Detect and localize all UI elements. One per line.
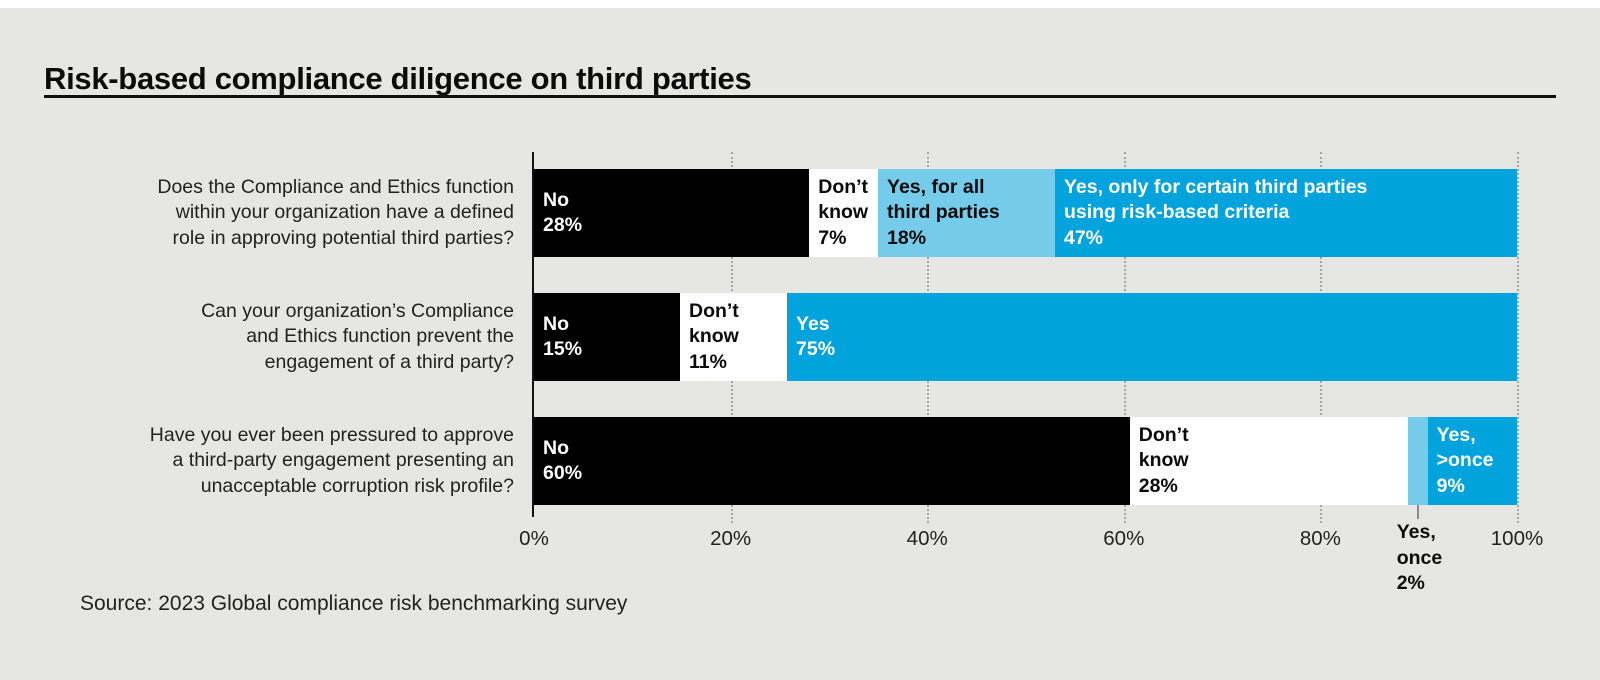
bar-segment: No 15%: [534, 293, 680, 381]
y-axis-line: [532, 152, 534, 517]
bar-segment: Yes 75%: [787, 293, 1517, 381]
bar-segment: Yes, for all third parties 18%: [878, 169, 1055, 257]
bar-row: No 60% Don’t know 28% Yes, >once 9%: [534, 417, 1517, 505]
question-label: Have you ever been pressured to approve …: [149, 423, 514, 497]
source-note: Source: 2023 Global compliance risk benc…: [80, 592, 628, 615]
bar-row: No 15% Don’t know 11% Yes 75%: [534, 293, 1517, 381]
callout-label: Yes, once 2%: [1396, 521, 1443, 594]
x-axis-tick-label: 100%: [1490, 527, 1544, 550]
callout-leader-line: [1416, 505, 1419, 519]
bar-segment: Don’t know 7%: [809, 169, 879, 257]
bar-segment: Yes, >once 9%: [1427, 417, 1517, 505]
x-axis-tick-label: 0%: [519, 527, 549, 550]
question-label: Can your organization’s Compliance and E…: [201, 299, 514, 373]
segment-label: No 15%: [543, 312, 583, 361]
segment-label: Don’t know 28%: [1138, 423, 1189, 497]
bar-segment: Yes, only for certain third parties usin…: [1054, 169, 1517, 257]
bar-segment: [1407, 417, 1428, 505]
gridline-100%: [1517, 152, 1519, 523]
title-divider-rule: [44, 95, 1556, 98]
x-axis-tick-label: 40%: [906, 527, 948, 550]
x-axis-tick-label: 80%: [1299, 527, 1341, 550]
chart-title: Risk-based compliance diligence on third…: [44, 60, 752, 96]
bar-row: No 28% Don’t know 7% Yes, for all third pa…: [534, 169, 1517, 257]
segment-label: Yes, >once 9%: [1436, 423, 1494, 497]
plot-area: 0% 20% 40% 60% 80% 100% No 28% Don’t know 7% Yes…: [519, 152, 1543, 594]
segment-label: Don’t know 7%: [818, 175, 869, 249]
bar-segment: No 60%: [534, 417, 1130, 505]
segment-label: No 28%: [543, 188, 583, 237]
segment-label: Don’t know 11%: [688, 299, 739, 373]
x-axis-tick-label: 20%: [710, 527, 752, 550]
segment-label: Yes, for all third parties 18%: [887, 175, 1000, 249]
segment-label: Yes 75%: [796, 312, 836, 361]
segment-label: No 60%: [543, 436, 583, 485]
top-white-strip: [0, 0, 1600, 8]
x-axis-tick-label: 60%: [1103, 527, 1145, 550]
bar-segment: Don’t know 28%: [1129, 417, 1408, 505]
bar-segment: Don’t know 11%: [679, 293, 788, 381]
question-label: Does the Compliance and Ethics function …: [157, 175, 514, 249]
bar-segment: No 28%: [534, 169, 810, 257]
segment-label: Yes, only for certain third parties usin…: [1063, 175, 1368, 249]
